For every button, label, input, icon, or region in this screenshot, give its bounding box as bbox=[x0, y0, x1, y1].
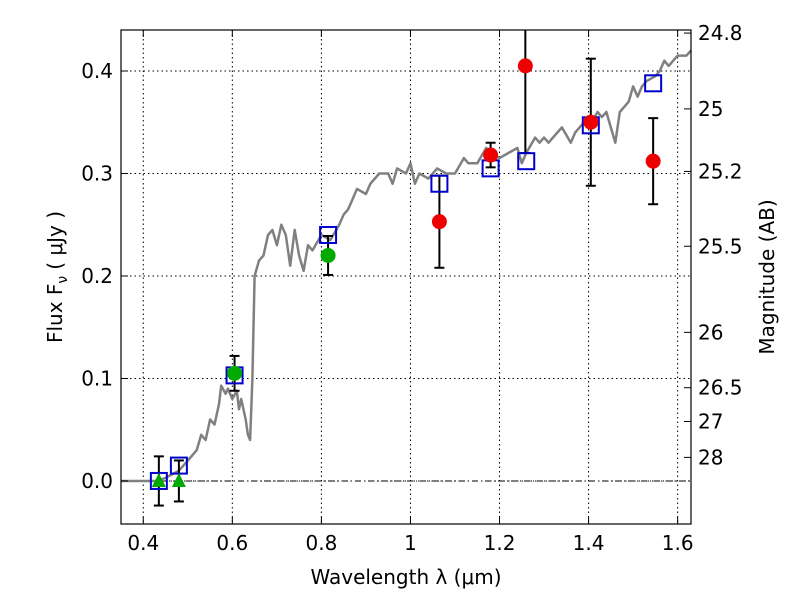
magnitude-tick-label: 28 bbox=[698, 445, 723, 469]
data-point-marker bbox=[583, 114, 599, 130]
data-point-marker bbox=[517, 58, 533, 74]
x-tick-label: 1.4 bbox=[573, 531, 605, 555]
y-tick-label: 0.2 bbox=[81, 264, 113, 288]
y-tick-label: 0.1 bbox=[81, 366, 113, 390]
x-tick-label: 0.6 bbox=[216, 531, 248, 555]
grid-layer bbox=[121, 30, 691, 524]
magnitude-tick-label: 25.5 bbox=[698, 234, 743, 258]
model-square-marker bbox=[517, 152, 536, 171]
y-axis-label-subscript: ν bbox=[55, 276, 71, 284]
x-tick-label: 1.2 bbox=[484, 531, 516, 555]
upper-limit-marker bbox=[171, 472, 186, 487]
errorbar-layer bbox=[153, 30, 659, 507]
spectrum-line bbox=[121, 49, 692, 483]
data-point-marker bbox=[227, 365, 243, 381]
data-point-marker bbox=[483, 147, 499, 163]
x-axis-label: Wavelength λ (μm) bbox=[310, 565, 501, 589]
model-square-marker bbox=[319, 225, 338, 244]
x-tick-label: 1 bbox=[404, 531, 417, 555]
y-tick-label: 0.3 bbox=[81, 161, 113, 185]
model-square-marker bbox=[430, 174, 449, 193]
y-tick-label: 0.4 bbox=[81, 59, 113, 83]
tick-layer: 0.4 0.6 0.8 1 1.2 1.4 1.6 0.0 0.1 0.2 0.3 0.4 24.8 25… bbox=[81, 21, 742, 555]
magnitude-tick-label: 25.2 bbox=[698, 159, 743, 183]
y-axis-label-unit: ( μJy ) bbox=[43, 211, 67, 270]
data-point-marker bbox=[431, 214, 447, 230]
magnitude-tick-label: 26 bbox=[698, 320, 723, 344]
y-axis-label-main: Flux F bbox=[43, 284, 67, 343]
x-tick-label: 1.6 bbox=[662, 531, 694, 555]
marker-layer bbox=[149, 58, 663, 490]
data-point-marker bbox=[645, 153, 661, 169]
data-point-marker bbox=[320, 247, 336, 263]
x-tick-label: 0.8 bbox=[305, 531, 337, 555]
y-axis-label: Flux Fν ( μJy ) bbox=[43, 211, 71, 343]
magnitude-axis-label: Magnitude (AB) bbox=[755, 199, 779, 354]
magnitude-tick-label: 26.5 bbox=[698, 376, 743, 400]
magnitude-tick-label: 24.8 bbox=[698, 21, 743, 45]
y-tick-label: 0.0 bbox=[81, 469, 113, 493]
plot-frame bbox=[120, 29, 692, 525]
model-square-marker bbox=[644, 74, 663, 93]
magnitude-tick-label: 27 bbox=[698, 410, 723, 434]
x-tick-label: 0.4 bbox=[127, 531, 159, 555]
magnitude-tick-label: 25 bbox=[698, 97, 723, 121]
upper-limit-marker bbox=[151, 472, 166, 487]
